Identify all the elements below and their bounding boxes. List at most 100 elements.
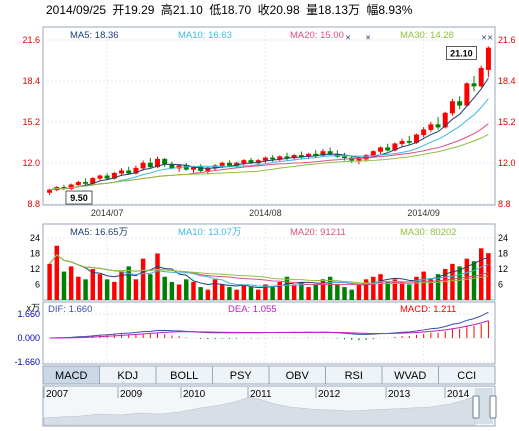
volume-bar xyxy=(486,253,491,300)
volume-bar xyxy=(61,271,67,300)
price-ytick-left: 12.0 xyxy=(22,158,40,168)
price-xtick: 2014/07 xyxy=(91,208,124,218)
price-ytick-left: 15.2 xyxy=(22,117,40,127)
volume-bar xyxy=(140,258,146,300)
volume-bar xyxy=(162,276,167,300)
volume-bar xyxy=(407,284,412,300)
volume-panel xyxy=(42,223,496,301)
volume-bar xyxy=(335,284,340,300)
volume-bar xyxy=(471,261,477,300)
price-xtick: 2014/09 xyxy=(407,208,440,218)
volume-bar xyxy=(263,284,268,300)
candle-body xyxy=(485,47,491,70)
header-open-label: 开 xyxy=(112,3,124,17)
price-ytick-right: 8.8 xyxy=(498,199,511,209)
volume-bar xyxy=(363,279,369,300)
header-change: 8.93% xyxy=(378,3,412,17)
volume-bar xyxy=(76,276,81,300)
candle-body xyxy=(406,140,412,143)
volume-ytick-left: 6 xyxy=(35,280,40,290)
volume-bar xyxy=(399,281,405,300)
volume-ytick-right: 6 xyxy=(498,280,503,290)
volume-ma30-line xyxy=(49,254,489,285)
candle-body xyxy=(313,153,319,156)
candle-body xyxy=(140,162,146,169)
volume-bar xyxy=(90,269,95,300)
tab-label[interactable]: RSI xyxy=(345,370,363,382)
tab-label[interactable]: KDJ xyxy=(117,370,138,382)
ma5-line xyxy=(49,77,489,191)
tab-label[interactable]: PSY xyxy=(230,370,253,382)
dea-line xyxy=(49,320,489,339)
header-low: 18.70 xyxy=(221,3,251,17)
volume-bar xyxy=(457,266,462,300)
volume-bar xyxy=(392,279,398,300)
price-ma-legend-0: MA5: 18.36 xyxy=(70,30,119,41)
volume-bar xyxy=(428,279,434,300)
candle-body xyxy=(449,101,455,114)
volume-bar xyxy=(104,279,110,300)
timeline-right-handle[interactable] xyxy=(489,395,497,419)
price-ma-legend-1: MA10: 16.63 xyxy=(178,30,232,41)
volume-bar xyxy=(119,271,124,300)
candle-body xyxy=(306,153,312,157)
timeline-overview-area xyxy=(43,395,476,426)
volume-ytick-left: 24 xyxy=(30,233,40,243)
candle-body xyxy=(378,147,383,152)
volume-ma-legend-0: MA5: 16.65万 xyxy=(70,227,128,238)
volume-bar xyxy=(450,263,455,300)
candle-body xyxy=(385,147,391,151)
candle-body xyxy=(342,156,348,159)
candle-body xyxy=(471,83,477,87)
macd-legend-0: DIF: 1.660 xyxy=(48,304,92,315)
candle-body xyxy=(241,160,247,164)
candle-body xyxy=(104,175,110,179)
candle-body xyxy=(226,162,232,166)
price-ytick-right: 21.6 xyxy=(498,35,516,45)
macd-ytick: 1.660 xyxy=(17,309,40,319)
timeline-year: 2013 xyxy=(388,389,411,400)
max-label: 21.10 xyxy=(450,48,473,58)
volume-bar xyxy=(270,287,275,300)
tab-label[interactable]: MACD xyxy=(55,370,87,382)
volume-bar xyxy=(220,284,225,300)
event-marker-icon: ✕ xyxy=(365,35,371,42)
tab-cci[interactable] xyxy=(438,365,496,385)
volume-bar xyxy=(83,279,88,300)
candle-body xyxy=(327,151,333,155)
volume-unit-label: x万 xyxy=(26,303,40,313)
header-volume-label: 量 xyxy=(306,3,318,17)
volume-bar xyxy=(205,289,211,300)
volume-bar xyxy=(342,287,347,300)
volume-bar xyxy=(234,289,239,300)
candle-body xyxy=(291,155,297,159)
tab-label[interactable]: WVAD xyxy=(394,370,426,382)
volume-bar xyxy=(241,284,247,300)
volume-bar xyxy=(277,281,283,300)
tab-label[interactable]: BOLL xyxy=(170,370,198,382)
timeline-year: 2011 xyxy=(250,389,272,400)
volume-ytick-right: 18 xyxy=(498,249,508,259)
header-low-label: 低 xyxy=(209,3,221,17)
candle-body xyxy=(284,156,290,159)
timeline-year: 2007 xyxy=(46,389,69,400)
candle-body xyxy=(320,151,326,156)
volume-bar xyxy=(320,279,326,300)
price-ytick-right: 18.4 xyxy=(498,76,516,86)
candle-body xyxy=(126,170,132,174)
price-ma-legend-3: MA30: 14.28 xyxy=(400,30,454,41)
volume-ma10-line xyxy=(49,254,489,287)
volume-bar xyxy=(349,289,354,300)
min-label: 9.50 xyxy=(70,193,88,203)
candle-body xyxy=(133,167,139,174)
price-ytick-right: 15.2 xyxy=(498,117,516,127)
event-marker-icon: ✕ xyxy=(487,35,493,42)
volume-bar xyxy=(169,281,175,300)
tab-label[interactable]: OBV xyxy=(286,370,310,382)
timeline-left-handle[interactable] xyxy=(472,395,480,419)
tab-label[interactable]: CCI xyxy=(457,370,476,382)
volume-bar xyxy=(47,263,52,300)
volume-bar xyxy=(97,274,103,300)
volume-bar xyxy=(371,276,376,300)
candle-body xyxy=(68,184,74,189)
